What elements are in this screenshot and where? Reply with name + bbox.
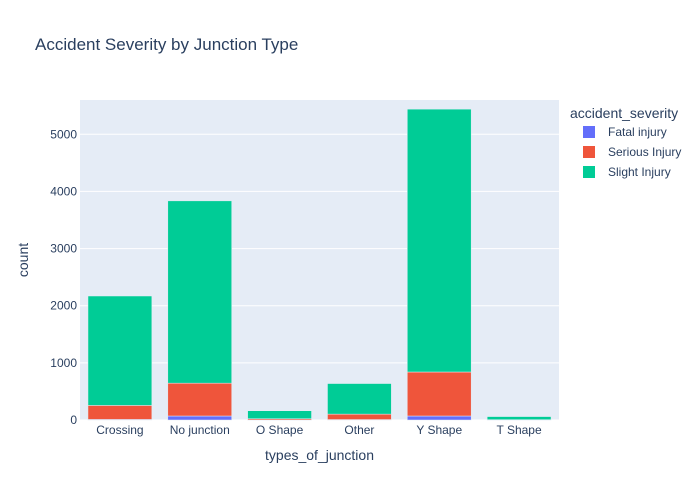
legend-swatch <box>583 126 595 138</box>
legend-swatch <box>583 146 595 158</box>
bar-fatal-injury[interactable] <box>407 415 472 421</box>
bar-slight-injury[interactable] <box>167 200 232 384</box>
y-tick-label: 2000 <box>50 299 77 313</box>
x-tick-labels: Crossing No junction O Shape Other Y Shape T … <box>96 423 542 437</box>
plot-area-background <box>80 100 559 420</box>
bars <box>87 108 552 421</box>
bar-slight-injury[interactable] <box>407 108 472 373</box>
bar-slight-injury[interactable] <box>327 383 392 415</box>
y-tick-label: 3000 <box>50 242 77 256</box>
x-tick-label: T Shape <box>497 423 542 437</box>
legend: Fatal injury Serious Injury Slight Injury <box>583 125 681 179</box>
bar-serious-injury[interactable] <box>87 405 153 420</box>
legend-swatch <box>583 166 595 178</box>
x-axis-title: types_of_junction <box>265 447 374 463</box>
bar-slight-injury[interactable] <box>247 410 312 419</box>
y-tick-label: 0 <box>70 413 77 427</box>
legend-title: accident_severity <box>570 105 678 121</box>
legend-item-label[interactable]: Serious Injury <box>608 145 681 159</box>
y-tick-label: 5000 <box>50 127 77 141</box>
x-tick-label: O Shape <box>256 423 304 437</box>
chart-title: Accident Severity by Junction Type <box>35 35 298 54</box>
x-tick-label: Crossing <box>96 423 143 437</box>
bar-fatal-injury[interactable] <box>167 415 232 421</box>
bar-slight-injury[interactable] <box>87 295 153 406</box>
x-tick-label: Other <box>344 423 374 437</box>
y-tick-labels: 0 1000 2000 3000 4000 5000 <box>50 127 77 427</box>
x-tick-label: No junction <box>170 423 230 437</box>
y-tick-label: 1000 <box>50 356 77 370</box>
bar-serious-injury[interactable] <box>167 382 232 417</box>
y-axis-title: count <box>15 243 31 277</box>
bar-slight-injury[interactable] <box>486 416 552 420</box>
gridlines <box>80 133 559 421</box>
legend-item-label[interactable]: Fatal injury <box>608 125 667 139</box>
bar-serious-injury[interactable] <box>327 413 392 420</box>
legend-item-label[interactable]: Slight Injury <box>608 165 671 179</box>
bar-serious-injury[interactable] <box>407 371 472 417</box>
x-tick-label: Y Shape <box>416 423 462 437</box>
y-tick-label: 4000 <box>50 184 77 198</box>
